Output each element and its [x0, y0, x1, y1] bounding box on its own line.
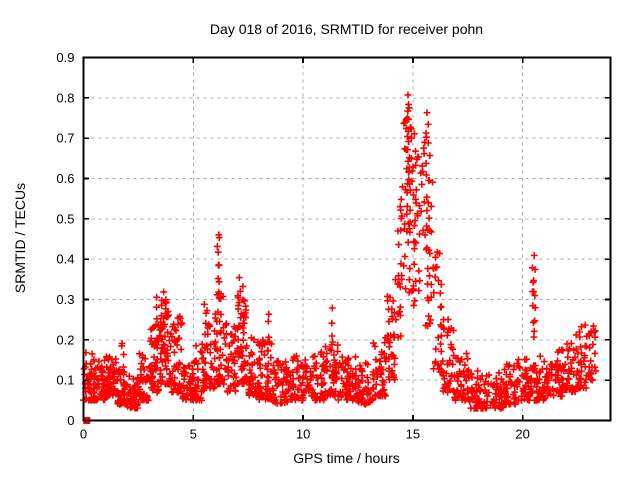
x-tick-label: 20 — [515, 427, 529, 442]
plot-frame — [82, 56, 612, 422]
y-tick-label: 0.3 — [56, 292, 74, 307]
scatter-points — [80, 91, 600, 412]
chart-title: Day 018 of 2016, SRMTID for receiver poh… — [209, 21, 484, 37]
y-tick-label: 0.1 — [56, 373, 74, 388]
y-tick-label: 0.8 — [56, 90, 74, 105]
x-axis-label: GPS time / hours — [293, 450, 400, 466]
x-tick-label: 10 — [296, 427, 310, 442]
y-tick-label: 0.5 — [56, 211, 74, 226]
y-tick-label: 0.6 — [56, 171, 74, 186]
y-tick-label: 0.4 — [56, 252, 74, 267]
y-tick-label: 0.7 — [56, 131, 74, 146]
y-tick-label: 0.2 — [56, 332, 74, 347]
x-tick-label: 0 — [80, 427, 87, 442]
y-tick-label: 0 — [67, 413, 74, 428]
x-tick-label: 15 — [406, 427, 420, 442]
y-tick-label: 0.9 — [56, 50, 74, 65]
x-tick-label: 5 — [190, 427, 197, 442]
